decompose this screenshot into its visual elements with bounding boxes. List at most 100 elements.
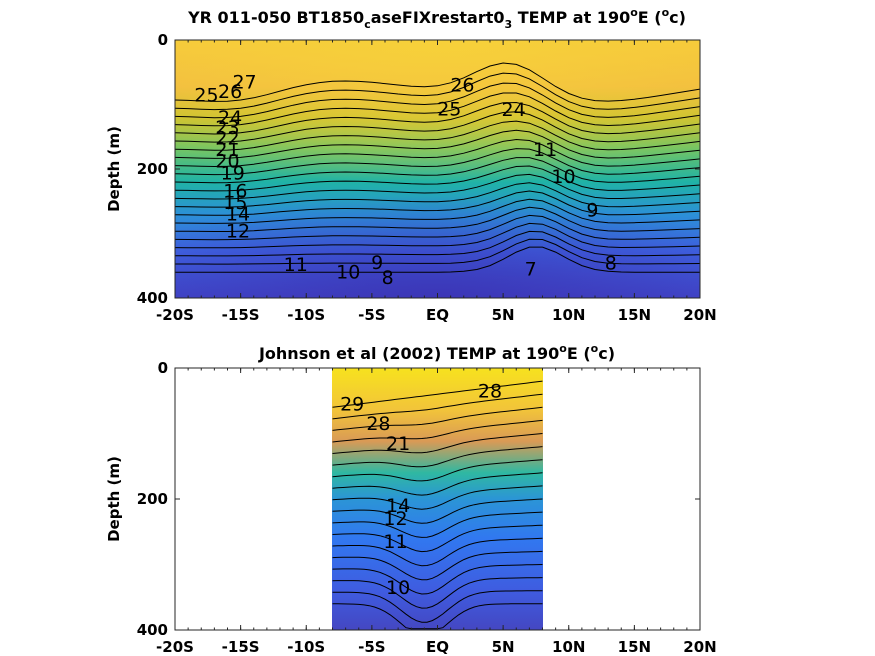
contour-line (174, 62, 701, 102)
contour-line (332, 419, 543, 443)
y-tick-label: 0 (158, 31, 168, 49)
contour-line (175, 246, 700, 273)
y-tick-label: 400 (137, 621, 168, 639)
y-tick-label: 200 (137, 490, 168, 508)
contour-label: 11 (383, 531, 407, 553)
contour-line (174, 148, 701, 176)
contour-label: 11 (533, 139, 557, 161)
contour-line (332, 406, 543, 431)
contour-line (332, 577, 543, 609)
x-tick-label: 10N (552, 306, 585, 324)
contour-label: 25 (437, 98, 461, 120)
contour-label: 12 (383, 508, 407, 530)
x-tick-label: -10S (287, 638, 325, 656)
x-tick-label: 5N (492, 306, 515, 324)
contour-label: 10 (386, 577, 410, 599)
x-tick-label: -20S (156, 638, 194, 656)
contour-line (174, 206, 701, 232)
contour-line (332, 550, 543, 581)
axes-frame (174, 367, 701, 631)
x-tick-label: EQ (426, 638, 449, 656)
contour-lines (174, 62, 701, 273)
x-tick-label: -10S (287, 306, 325, 324)
contour-label: 26 (218, 81, 242, 103)
y-tick-label: 0 (158, 359, 168, 377)
contour-line (332, 446, 543, 468)
panel-title: Johnson et al (2002) TEMP at 190oE (oc) (258, 342, 615, 363)
contour-line (174, 214, 701, 241)
contour-label: 14 (226, 204, 250, 226)
x-tick-label: -20S (156, 306, 194, 324)
contour-line (332, 380, 543, 408)
contour-label: 27 (232, 71, 256, 93)
y-axis-label: Depth (m) (105, 126, 123, 212)
contour-line (332, 498, 543, 524)
x-tick-label: 5N (492, 638, 515, 656)
y-tick-label: 400 (137, 289, 168, 307)
contour-line (174, 129, 701, 159)
x-tick-label: 20N (683, 306, 716, 324)
x-tick-label: 10N (552, 638, 585, 656)
contour-line (174, 101, 701, 135)
contour-line (174, 92, 701, 127)
contour-line (174, 165, 701, 192)
contour-label: 21 (215, 139, 239, 161)
contour-line (332, 393, 543, 420)
panel-title: YR 011-050 BT1850caseFIXrestart03 TEMP a… (187, 6, 686, 31)
contour-label: 8 (382, 267, 394, 289)
x-tick-label: -15S (222, 638, 260, 656)
contour-lines (332, 380, 543, 630)
contour-line (332, 433, 543, 454)
axes-frame (174, 39, 701, 299)
contour-label: 24 (218, 107, 242, 129)
contour-label: 9 (371, 252, 383, 274)
contour-label: 11 (284, 254, 308, 276)
contour-line (332, 485, 543, 510)
contour-line (174, 72, 701, 111)
x-tick-label: -5S (358, 306, 385, 324)
contour-line (332, 537, 543, 567)
contour-label: 28 (478, 380, 502, 402)
contour-label: 21 (386, 433, 410, 455)
contour-label: 23 (215, 117, 239, 139)
contour-label: 7 (525, 258, 537, 280)
contour-line (174, 82, 701, 119)
contour-line (332, 511, 543, 538)
contour-label: 10 (336, 262, 360, 284)
contour-line (174, 138, 701, 168)
x-tick-label: 15N (618, 306, 651, 324)
contour-line (332, 564, 543, 595)
x-tick-label: EQ (426, 306, 449, 324)
contour-line (175, 230, 701, 257)
contour-line (174, 111, 701, 143)
contour-line (174, 198, 701, 224)
contour-label: 8 (605, 253, 617, 275)
x-tick-label: 20N (683, 638, 716, 656)
contour-label: 25 (194, 84, 218, 106)
panel-observations: Johnson et al (2002) TEMP at 190oE (oc) … (105, 342, 717, 656)
contour-label: 22 (215, 127, 239, 149)
contour-label: 12 (226, 220, 250, 242)
panel-model: YR 011-050 BT1850caseFIXrestart03 TEMP a… (105, 6, 717, 324)
contour-label: 14 (386, 495, 410, 517)
contour-label: 29 (340, 394, 364, 416)
y-tick-label: 200 (137, 160, 168, 178)
contour-label: 26 (450, 75, 474, 97)
x-tick-label: -15S (222, 306, 260, 324)
contour-line (332, 459, 543, 482)
contour-label: 20 (215, 151, 239, 173)
contour-line (332, 524, 543, 553)
contour-line (174, 173, 701, 200)
contour-line (174, 157, 701, 184)
contour-line (332, 472, 543, 496)
x-tick-label: 15N (618, 638, 651, 656)
contour-line (174, 222, 701, 249)
contour-label: 15 (223, 192, 247, 214)
contour-label: 10 (551, 166, 575, 188)
contour-label: 19 (221, 162, 245, 184)
y-axis-label: Depth (m) (105, 456, 123, 542)
contour-label: 16 (223, 180, 247, 202)
